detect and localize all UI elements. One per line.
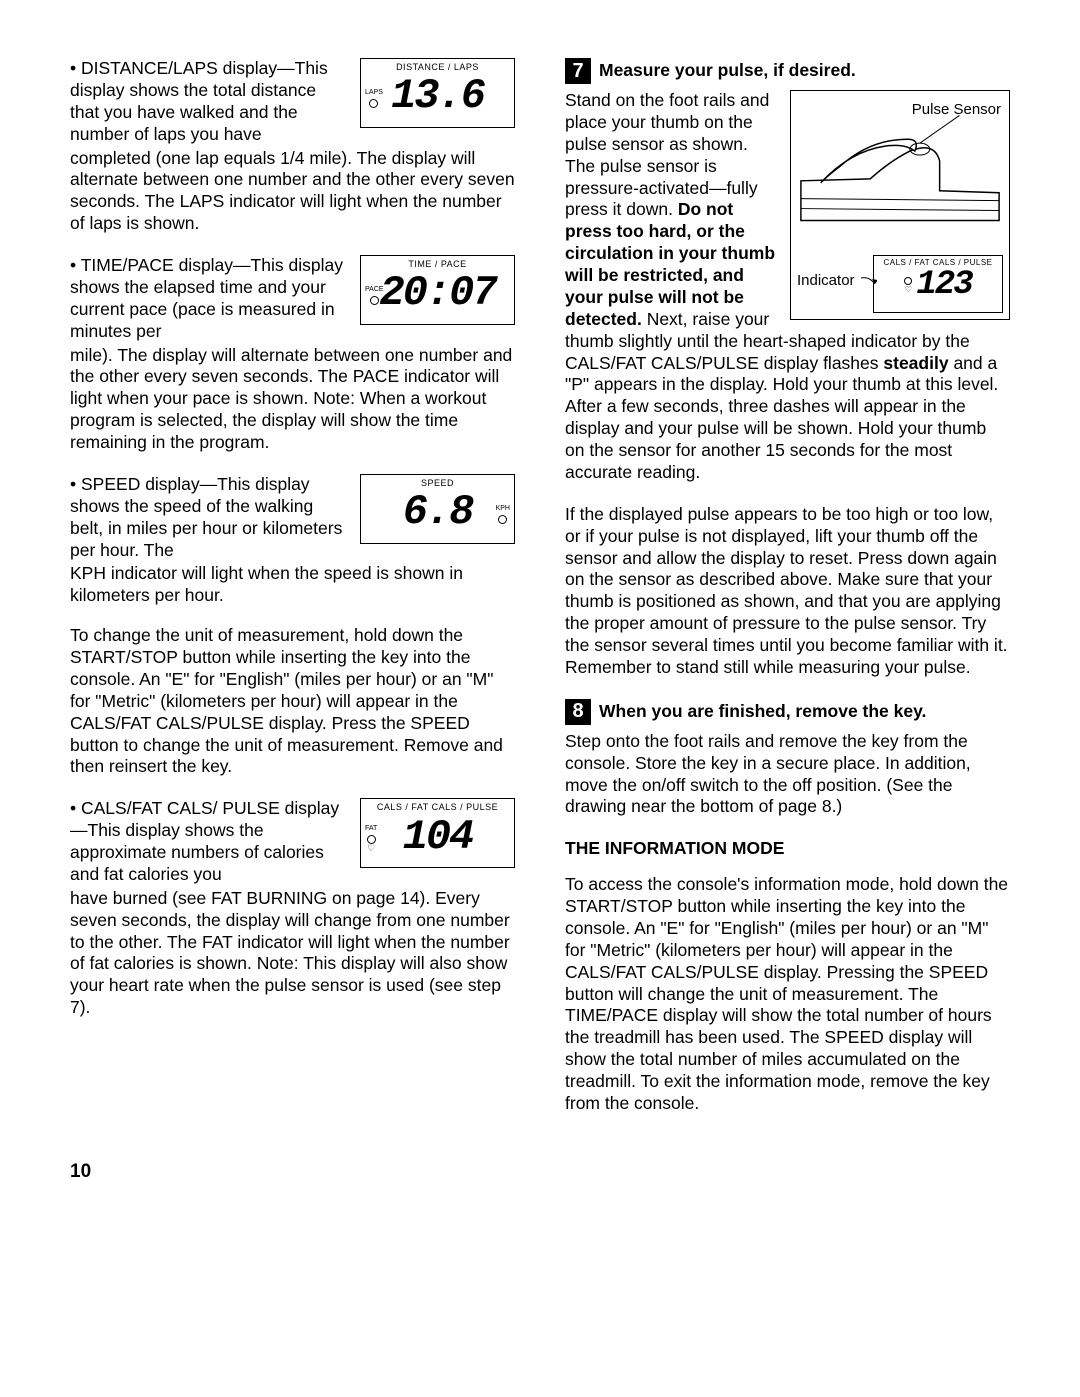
- left-column: DISTANCE/LAPS display—This display shows…: [70, 58, 515, 1135]
- information-mode-paragraph: To access the console's information mode…: [565, 874, 1010, 1115]
- indicator-circle-icon: [904, 277, 912, 285]
- step-title: When you are finished, remove the key.: [599, 699, 926, 723]
- information-mode-heading: THE INFORMATION MODE: [565, 838, 1010, 860]
- lcd-distance-laps: DISTANCE / LAPS 13.6 LAPS: [360, 58, 515, 128]
- pulse-lcd-display: CALS / FAT CALS / PULSE ♡ 123: [873, 255, 1003, 313]
- bullet-distance-laps: DISTANCE/LAPS display—This display shows…: [70, 58, 515, 146]
- fat-heart-indicator: FAT ♡: [365, 825, 377, 854]
- step-number-box: 8: [565, 699, 591, 725]
- manual-page: DISTANCE/LAPS display—This display shows…: [0, 0, 1080, 1223]
- bullet-cals-pulse: CALS/FAT CALS/ PULSE display—This displa…: [70, 798, 515, 886]
- bullet-text: TIME/PACE display—This display shows the…: [70, 255, 350, 343]
- unit-change-paragraph: To change the unit of measurement, hold …: [70, 625, 515, 778]
- laps-indicator: LAPS: [365, 89, 383, 108]
- text-run: Stand on the foot rails and place your t…: [565, 90, 769, 219]
- step-7-header: 7 Measure your pulse, if desired.: [565, 58, 1010, 84]
- indicator-text: PACE: [365, 286, 384, 293]
- bullet-time-pace: TIME/PACE display—This display shows the…: [70, 255, 515, 343]
- lcd-value: 6.8: [403, 491, 473, 533]
- bullet-speed: SPEED display—This display shows the spe…: [70, 474, 515, 562]
- heart-icon: ♡: [365, 844, 377, 854]
- step-7-body: Pulse Sensor Indicator CALS /: [565, 90, 1010, 504]
- bullet-text: DISTANCE/LAPS display—This display shows…: [70, 58, 350, 146]
- lcd-value: 13.6: [391, 75, 484, 117]
- bold-text: steadily: [883, 353, 948, 373]
- lcd-label: CALS / FAT CALS / PULSE: [377, 802, 498, 813]
- step-7-paragraph-2: If the displayed pulse appears to be too…: [565, 504, 1010, 679]
- bullet-text: CALS/FAT CALS/ PULSE display—This displa…: [70, 798, 350, 886]
- step-8-paragraph: Step onto the foot rails and remove the …: [565, 731, 1010, 819]
- page-number: 10: [70, 1161, 1010, 1183]
- step-title: Measure your pulse, if desired.: [599, 58, 856, 82]
- bullet-continuation: mile). The display will alternate betwee…: [70, 345, 515, 454]
- step-8-header: 8 When you are finished, remove the key.: [565, 699, 1010, 725]
- indicator-label: Indicator: [797, 272, 877, 291]
- kph-indicator: KPH: [496, 505, 510, 524]
- indicator-text: KPH: [496, 505, 510, 512]
- indicator-text: Indicator: [797, 272, 855, 289]
- pulse-sensor-label: Pulse Sensor: [912, 101, 1001, 120]
- pace-indicator: PACE: [365, 286, 384, 305]
- indicator-text: LAPS: [365, 89, 383, 96]
- indicator-text: FAT: [365, 825, 377, 832]
- indicator-circle-icon: [498, 515, 507, 524]
- bullet-continuation: completed (one lap equals 1/4 mile). The…: [70, 148, 515, 236]
- indicator-circle-icon: [370, 296, 379, 305]
- bullet-continuation: KPH indicator will light when the speed …: [70, 563, 515, 607]
- lcd-time-pace: TIME / PACE 20:07 PACE: [360, 255, 515, 325]
- bullet-text: SPEED display—This display shows the spe…: [70, 474, 350, 562]
- step-number-box: 7: [565, 58, 591, 84]
- pulse-sensor-diagram: Pulse Sensor Indicator CALS /: [790, 90, 1010, 320]
- heart-icon: ♡: [904, 285, 912, 295]
- fat-heart-indicator: ♡: [904, 275, 912, 295]
- indicator-circle-icon: [369, 99, 378, 108]
- two-column-layout: DISTANCE/LAPS display—This display shows…: [70, 58, 1010, 1135]
- lcd-cals-pulse: CALS / FAT CALS / PULSE 104 FAT ♡: [360, 798, 515, 868]
- lcd-value: 104: [403, 816, 473, 858]
- lcd-value: 123: [916, 268, 971, 302]
- lcd-speed: SPEED 6.8 KPH: [360, 474, 515, 544]
- right-column: 7 Measure your pulse, if desired. Pulse …: [565, 58, 1010, 1135]
- lcd-value: 20:07: [379, 272, 495, 314]
- bullet-continuation: have burned (see FAT BURNING on page 14)…: [70, 888, 515, 1019]
